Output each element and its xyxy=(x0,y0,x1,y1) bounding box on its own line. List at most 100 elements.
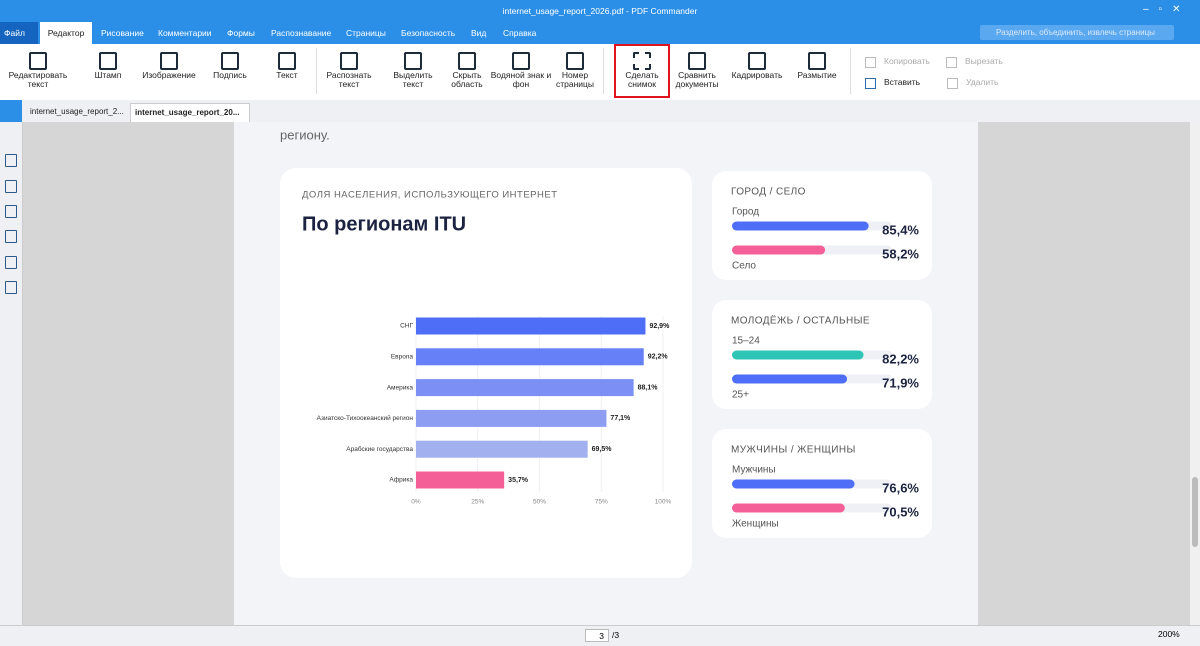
tool-label[interactable]: Сделать снимок xyxy=(625,70,659,89)
menu-item[interactable]: Редактор xyxy=(40,22,92,44)
menu-item[interactable]: Распознавание xyxy=(271,28,332,38)
menu-item[interactable]: Страницы xyxy=(346,28,386,38)
tool-label[interactable]: Текст xyxy=(276,70,298,80)
tool-icon[interactable] xyxy=(566,52,584,70)
category-label: Азиатско-Тихоокеанский регион xyxy=(317,414,414,422)
page-input[interactable]: 3 xyxy=(585,629,609,642)
edit-action[interactable]: Копировать xyxy=(884,56,930,66)
tab-bar: internet_usage_report_2... internet_usage… xyxy=(0,100,1200,123)
tool-label[interactable]: Подпись xyxy=(213,70,247,80)
tool-icon[interactable] xyxy=(512,52,530,70)
value-label: 92,9% xyxy=(649,323,670,330)
tool-icon[interactable] xyxy=(29,52,47,70)
home-button[interactable] xyxy=(0,100,22,122)
menu-item[interactable]: Безопасность xyxy=(401,28,456,38)
tool-label[interactable]: Сравнить документы xyxy=(675,70,719,89)
tool-label[interactable]: Изображение xyxy=(142,70,196,80)
value-label: 88,1% xyxy=(638,384,659,391)
value-label: 35,7% xyxy=(508,477,529,484)
category-label: Америка xyxy=(387,384,414,391)
tool-icon[interactable] xyxy=(340,52,358,70)
tool-label[interactable]: Скрыть область xyxy=(451,70,483,89)
x-tick-label: 25% xyxy=(471,499,484,506)
bar xyxy=(416,317,646,335)
tool-icon[interactable] xyxy=(633,52,651,70)
window-controls[interactable]: –▫✕ xyxy=(1143,4,1191,15)
document-tab[interactable]: internet_usage_report_2... xyxy=(30,107,124,116)
value-label: 77,1% xyxy=(610,415,631,422)
side-icon[interactable] xyxy=(5,154,17,167)
window-title: internet_usage_report_2026.pdf - PDF Com… xyxy=(502,6,698,16)
card-title: МОЛОДЁЖЬ / ОСТАЛЬНЫЕ xyxy=(731,315,870,327)
tool-icon[interactable] xyxy=(808,52,826,70)
x-tick-label: 0% xyxy=(411,499,421,506)
scrollbar[interactable] xyxy=(1190,122,1200,625)
menu-item[interactable]: Комментарии xyxy=(158,28,212,38)
progress-bar xyxy=(732,503,845,513)
title-bar: internet_usage_report_2026.pdf - PDF Com… xyxy=(0,0,1200,22)
tool-icon[interactable] xyxy=(221,52,239,70)
x-tick-label: 100% xyxy=(655,499,672,506)
item-label: 15–24 xyxy=(732,336,760,347)
menu-item[interactable]: Рисование xyxy=(101,28,144,38)
side-icon[interactable] xyxy=(5,180,17,193)
tool-label[interactable]: Размытие xyxy=(797,70,837,80)
tool-label[interactable]: Редактировать текст xyxy=(8,70,68,89)
menu-item[interactable]: Справка xyxy=(503,28,537,38)
tool-icon[interactable] xyxy=(688,52,706,70)
menu-item[interactable]: Файл xyxy=(0,22,38,44)
item-value: 76,6% xyxy=(882,480,919,495)
category-label: СНГ xyxy=(400,323,413,330)
side-icon[interactable] xyxy=(5,256,17,269)
category-label: Европа xyxy=(391,354,414,361)
search-box[interactable]: Разделить, объединить, извлечь страницы xyxy=(980,25,1174,40)
tool-label[interactable]: Кадрировать xyxy=(731,70,783,80)
edit-icon[interactable] xyxy=(947,78,958,89)
tool-icon[interactable] xyxy=(99,52,117,70)
edit-icon[interactable] xyxy=(865,78,876,89)
item-value: 82,2% xyxy=(882,351,919,366)
zoom-value[interactable]: 200% xyxy=(1158,629,1180,639)
side-icon[interactable] xyxy=(5,205,17,218)
separator xyxy=(316,48,317,94)
x-tick-label: 75% xyxy=(595,499,608,506)
side-icon[interactable] xyxy=(5,230,17,243)
tool-icon[interactable] xyxy=(458,52,476,70)
edit-action[interactable]: Вырезать xyxy=(965,56,1003,66)
item-label: 25+ xyxy=(732,390,749,401)
menu-item[interactable]: Вид xyxy=(471,28,487,38)
card-title: ГОРОД / СЕЛО xyxy=(731,187,806,198)
tool-icon[interactable] xyxy=(278,52,296,70)
progress-bar xyxy=(732,245,826,255)
menu-bar: Разделить, объединить, извлечь страницы … xyxy=(0,22,1200,44)
side-icon[interactable] xyxy=(5,281,17,294)
tool-icon[interactable] xyxy=(160,52,178,70)
edit-icon[interactable] xyxy=(946,57,957,68)
tool-label[interactable]: Водяной знак и фон xyxy=(490,70,552,89)
item-value: 71,9% xyxy=(882,375,919,390)
document-area: региону. ДОЛЯ НАСЕЛЕНИЯ, ИСПОЛЬЗУЮЩЕГО ИН… xyxy=(0,122,1200,625)
tool-label[interactable]: Выделить текст xyxy=(393,70,433,89)
menu-item[interactable]: Формы xyxy=(227,28,255,38)
tool-label[interactable]: Распознать текст xyxy=(326,70,372,89)
ribbon: Редактировать текст Штамп Изображение Подпи… xyxy=(0,44,1200,101)
edit-action[interactable]: Удалить xyxy=(966,77,999,87)
chart-title: По регионам ITU xyxy=(302,213,466,235)
bar xyxy=(416,348,644,366)
tool-icon[interactable] xyxy=(748,52,766,70)
edit-icon[interactable] xyxy=(865,57,876,68)
tool-label[interactable]: Номер страницы xyxy=(555,70,595,89)
bar xyxy=(416,440,588,458)
tool-label[interactable]: Штамп xyxy=(94,70,122,80)
scroll-thumb[interactable] xyxy=(1192,477,1198,547)
category-label: Арабские государства xyxy=(346,445,413,453)
bar xyxy=(416,409,607,427)
chart-subtitle: ДОЛЯ НАСЕЛЕНИЯ, ИСПОЛЬЗУЮЩЕГО ИНТЕРНЕТ xyxy=(302,190,558,201)
item-label: Женщины xyxy=(732,519,779,530)
edit-action[interactable]: Вставить xyxy=(884,77,921,87)
tool-icon[interactable] xyxy=(404,52,422,70)
item-value: 70,5% xyxy=(882,504,919,519)
document-tab[interactable]: internet_usage_report_20... xyxy=(130,103,250,123)
x-tick-label: 50% xyxy=(533,499,546,506)
